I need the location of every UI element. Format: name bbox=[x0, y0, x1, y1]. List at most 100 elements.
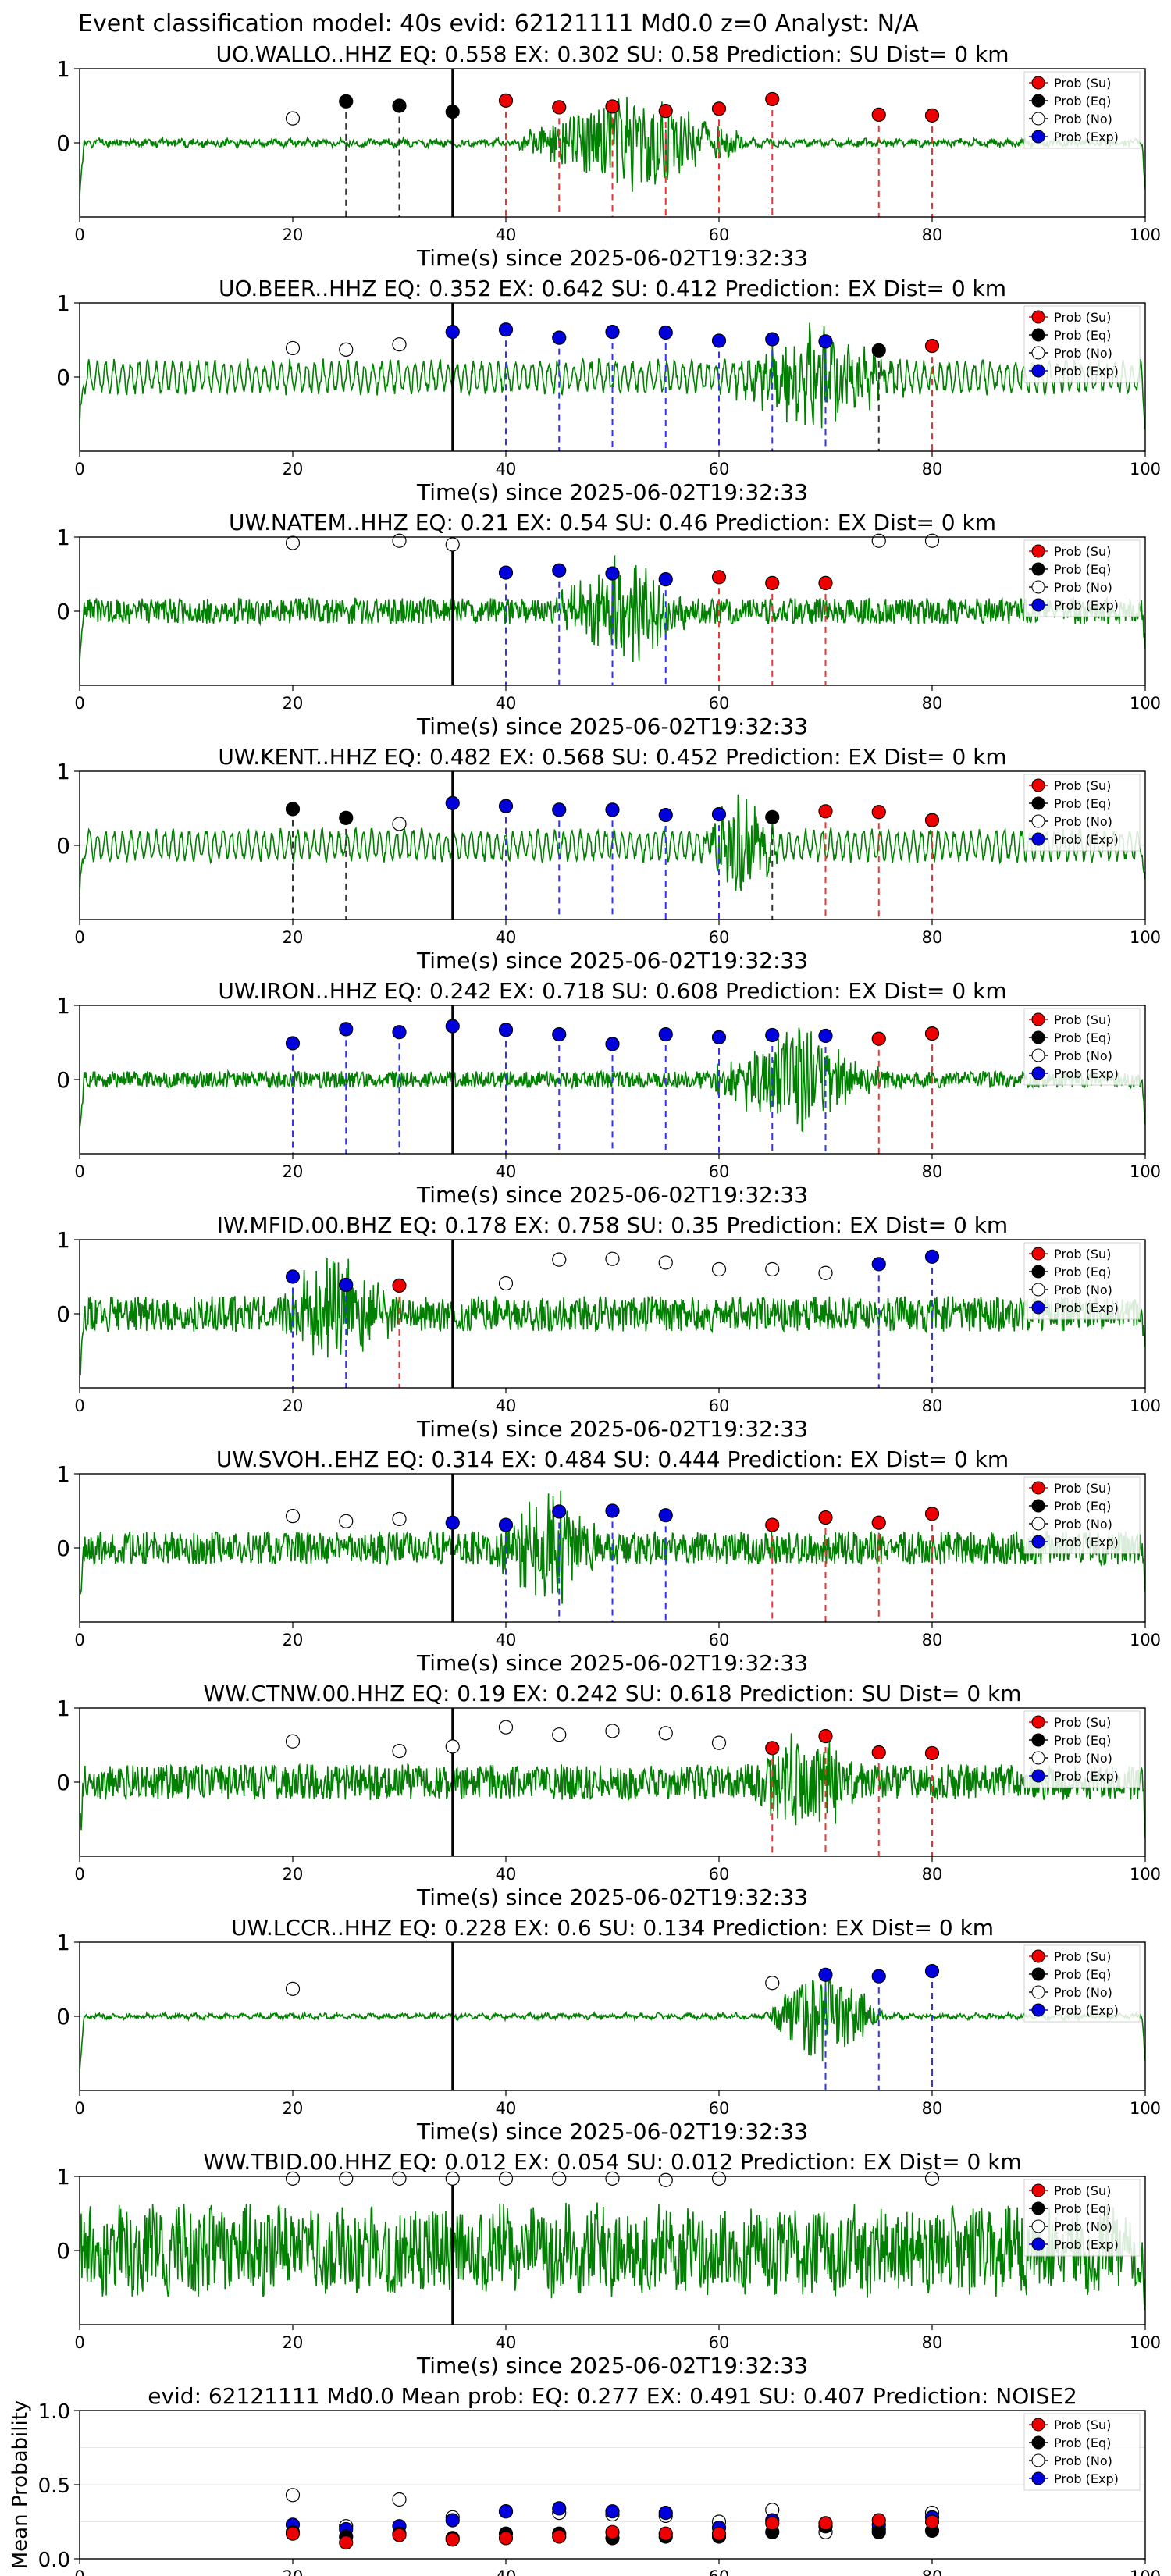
legend-label-exp: Prob (Exp) bbox=[1054, 598, 1119, 613]
prob-marker-su bbox=[552, 100, 567, 115]
prob-marker-exp bbox=[658, 325, 673, 340]
panel-title: UO.BEER..HHZ EQ: 0.352 EX: 0.642 SU: 0.4… bbox=[219, 276, 1006, 301]
mean-prob-marker-no bbox=[392, 2492, 407, 2507]
mean-prob-marker-su bbox=[445, 2532, 460, 2547]
mean-prob-marker-exp bbox=[498, 2504, 514, 2519]
legend-marker-eq bbox=[1031, 2201, 1045, 2215]
y-tick-label: 0 bbox=[56, 1770, 70, 1795]
legend-label-su: Prob (Su) bbox=[1054, 1949, 1111, 1964]
x-tick-label: 100 bbox=[1130, 2333, 1161, 2352]
legend-marker-su bbox=[1031, 1012, 1045, 1026]
prob-marker-exp bbox=[658, 1026, 673, 1042]
prob-marker-su bbox=[392, 1278, 407, 1293]
prob-marker-no bbox=[445, 2171, 460, 2186]
prob-marker-exp bbox=[498, 322, 514, 337]
panel-4: UW.KENT..HHZ EQ: 0.482 EX: 0.568 SU: 0.4… bbox=[56, 744, 1161, 973]
x-tick-label: 40 bbox=[496, 1162, 517, 1181]
mean-prob-marker-su bbox=[498, 2531, 514, 2546]
prob-marker-eq bbox=[765, 809, 780, 825]
prob-marker-exp bbox=[445, 324, 460, 340]
x-tick-label: 100 bbox=[1130, 2567, 1161, 2576]
mean-prob-marker-exp bbox=[552, 2501, 567, 2516]
prob-marker-su bbox=[765, 575, 780, 591]
prob-marker-su bbox=[871, 1745, 886, 1760]
prob-marker-exp bbox=[445, 795, 460, 810]
waveform-trace bbox=[80, 1978, 1145, 2073]
x-tick-label: 60 bbox=[709, 460, 730, 479]
x-tick-label: 0 bbox=[74, 2099, 84, 2118]
panel-11: evid: 62121111 Md0.0 Mean prob: EQ: 0.27… bbox=[9, 2383, 1161, 2576]
legend-label-eq: Prob (Eq) bbox=[1054, 796, 1111, 811]
legend-marker-su bbox=[1031, 1481, 1045, 1495]
legend-marker-exp bbox=[1031, 1769, 1045, 1783]
legend-marker-no bbox=[1031, 1751, 1045, 1765]
prob-marker-su bbox=[765, 1517, 780, 1532]
legend-marker-exp bbox=[1031, 2003, 1045, 2017]
figure-title: Event classification model: 40s evid: 62… bbox=[78, 10, 919, 37]
x-tick-label: 100 bbox=[1130, 1631, 1161, 1649]
mean-prob-marker-su bbox=[765, 2516, 780, 2531]
legend-label-eq: Prob (Eq) bbox=[1054, 1499, 1111, 1514]
prob-marker-su bbox=[658, 104, 673, 119]
legend-marker-no bbox=[1031, 1517, 1045, 1531]
x-tick-label: 100 bbox=[1130, 460, 1161, 479]
prob-marker-su bbox=[818, 575, 833, 591]
x-tick-label: 60 bbox=[709, 1631, 730, 1649]
prob-marker-no bbox=[818, 1265, 833, 1280]
prob-marker-no bbox=[711, 2171, 727, 2186]
x-tick-label: 100 bbox=[1130, 1865, 1161, 1884]
x-tick-label: 80 bbox=[922, 928, 943, 947]
prob-marker-su bbox=[924, 108, 940, 123]
x-tick-label: 40 bbox=[496, 2099, 517, 2118]
prob-marker-no bbox=[552, 2171, 567, 2186]
prob-marker-exp bbox=[285, 1036, 301, 1051]
x-tick-label: 20 bbox=[283, 928, 304, 947]
legend-label-exp: Prob (Exp) bbox=[1054, 1535, 1119, 1550]
prob-marker-exp bbox=[498, 1023, 514, 1037]
prob-marker-su bbox=[871, 1515, 886, 1530]
legend-marker-exp bbox=[1031, 1066, 1045, 1080]
x-tick-label: 60 bbox=[709, 928, 730, 947]
y-tick-label: 0 bbox=[56, 365, 70, 390]
prob-marker-no bbox=[285, 340, 301, 356]
legend-marker-su bbox=[1031, 778, 1045, 792]
prob-marker-no bbox=[392, 817, 407, 831]
legend-marker-no bbox=[1031, 346, 1045, 360]
legend-label-no: Prob (No) bbox=[1054, 112, 1112, 126]
x-tick-label: 40 bbox=[496, 2567, 517, 2576]
legend-label-no: Prob (No) bbox=[1054, 346, 1112, 361]
waveform-trace bbox=[80, 1027, 1145, 1133]
x-tick-label: 20 bbox=[283, 2567, 304, 2576]
x-tick-label: 80 bbox=[922, 1397, 943, 1415]
prob-marker-no bbox=[765, 1976, 780, 1991]
legend-marker-eq bbox=[1031, 2435, 1045, 2450]
legend-marker-no bbox=[1031, 1048, 1045, 1062]
mean-prob-marker-exp bbox=[605, 2504, 620, 2519]
x-axis-label: Time(s) since 2025-06-02T19:32:33 bbox=[416, 948, 808, 973]
legend-label-exp: Prob (Exp) bbox=[1054, 1066, 1119, 1081]
legend-marker-no bbox=[1031, 2453, 1045, 2467]
mean-prob-marker-exp bbox=[658, 2506, 673, 2521]
legend-label-su: Prob (Su) bbox=[1054, 76, 1111, 91]
x-tick-label: 0 bbox=[74, 2333, 84, 2352]
legend-label-no: Prob (No) bbox=[1054, 1048, 1112, 1063]
prob-marker-no bbox=[392, 1511, 407, 1527]
x-tick-label: 0 bbox=[74, 928, 84, 947]
mean-prob-marker-su bbox=[924, 2514, 940, 2529]
y-tick-label: 0 bbox=[56, 1301, 70, 1327]
x-axis-label: Time(s) since 2025-06-02T19:32:33 bbox=[416, 1182, 808, 1208]
y-tick-label: 1 bbox=[56, 1695, 70, 1721]
prob-marker-su bbox=[818, 804, 833, 819]
prob-marker-no bbox=[285, 1981, 301, 1996]
prob-marker-exp bbox=[552, 563, 567, 578]
x-tick-label: 100 bbox=[1130, 226, 1161, 244]
prob-marker-no bbox=[658, 1726, 673, 1741]
y-tick-label: 1 bbox=[56, 290, 70, 316]
x-tick-label: 20 bbox=[283, 1162, 304, 1181]
prob-marker-no bbox=[924, 2171, 940, 2186]
legend-label-exp: Prob (Exp) bbox=[1054, 1300, 1119, 1315]
legend-label-no: Prob (No) bbox=[1054, 1751, 1112, 1766]
y-tick-label: 0 bbox=[56, 599, 70, 624]
prob-marker-no bbox=[552, 1252, 567, 1267]
legend-marker-exp bbox=[1031, 832, 1045, 846]
